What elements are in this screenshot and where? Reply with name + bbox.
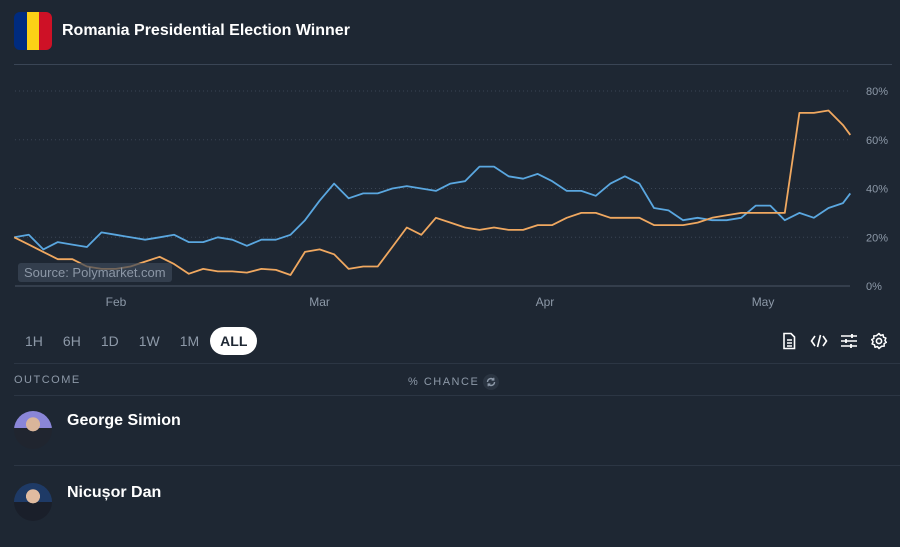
flag-stripe [14, 12, 27, 50]
divider [14, 363, 900, 364]
y-tick-label: 20% [866, 232, 888, 244]
series-line-1 [14, 165, 852, 251]
avatar [14, 411, 52, 449]
source-watermark: Source: Polymarket.com [18, 263, 172, 282]
x-tick-label: Mar [309, 295, 330, 309]
tab-1w[interactable]: 1W [138, 333, 160, 349]
divider [14, 465, 900, 466]
tab-1d[interactable]: 1D [100, 333, 119, 349]
romania-flag-icon [14, 12, 52, 50]
chance-column-header: % CHANCE [408, 374, 500, 390]
y-tick-label: 40% [866, 184, 888, 196]
outcome-name: George Simion [67, 412, 181, 429]
x-tick-label: May [752, 295, 775, 309]
flag-stripe [39, 12, 52, 50]
market-header: Romania Presidential Election Winner [14, 11, 350, 51]
outcome-name: Nicușor Dan [67, 484, 162, 501]
chance-header-label: % CHANCE [408, 376, 480, 388]
sliders-icon[interactable] [840, 332, 858, 350]
y-tick-label: 60% [866, 135, 888, 147]
tab-1h[interactable]: 1H [25, 333, 43, 349]
chart-tools [780, 332, 888, 350]
avatar [14, 483, 52, 521]
outcome-row[interactable]: George Simion [14, 396, 900, 466]
tab-1m[interactable]: 1M [179, 333, 200, 349]
gear-icon[interactable] [870, 332, 888, 350]
divider [14, 395, 900, 396]
flag-stripe [26, 12, 40, 50]
outcome-column-header: OUTCOME [14, 374, 81, 386]
series-line-2 [13, 109, 852, 276]
price-chart[interactable]: 0% 20% 40% 60% 80% Feb Mar Apr May [0, 60, 900, 320]
refresh-icon[interactable] [483, 374, 500, 390]
tab-6h[interactable]: 6H [62, 333, 81, 349]
divider [14, 64, 892, 65]
time-range-tabs: 1H 6H 1D 1W 1M ALL [16, 327, 259, 355]
outcome-row[interactable]: Nicușor Dan [14, 468, 900, 538]
y-tick-label: 0% [866, 281, 882, 293]
y-tick-label: 80% [866, 86, 888, 98]
x-tick-label: Feb [106, 295, 127, 309]
tab-all[interactable]: ALL [210, 327, 258, 355]
document-icon[interactable] [780, 332, 798, 350]
code-icon[interactable] [810, 332, 828, 350]
page-title: Romania Presidential Election Winner [62, 22, 350, 39]
x-tick-label: Apr [536, 295, 555, 309]
